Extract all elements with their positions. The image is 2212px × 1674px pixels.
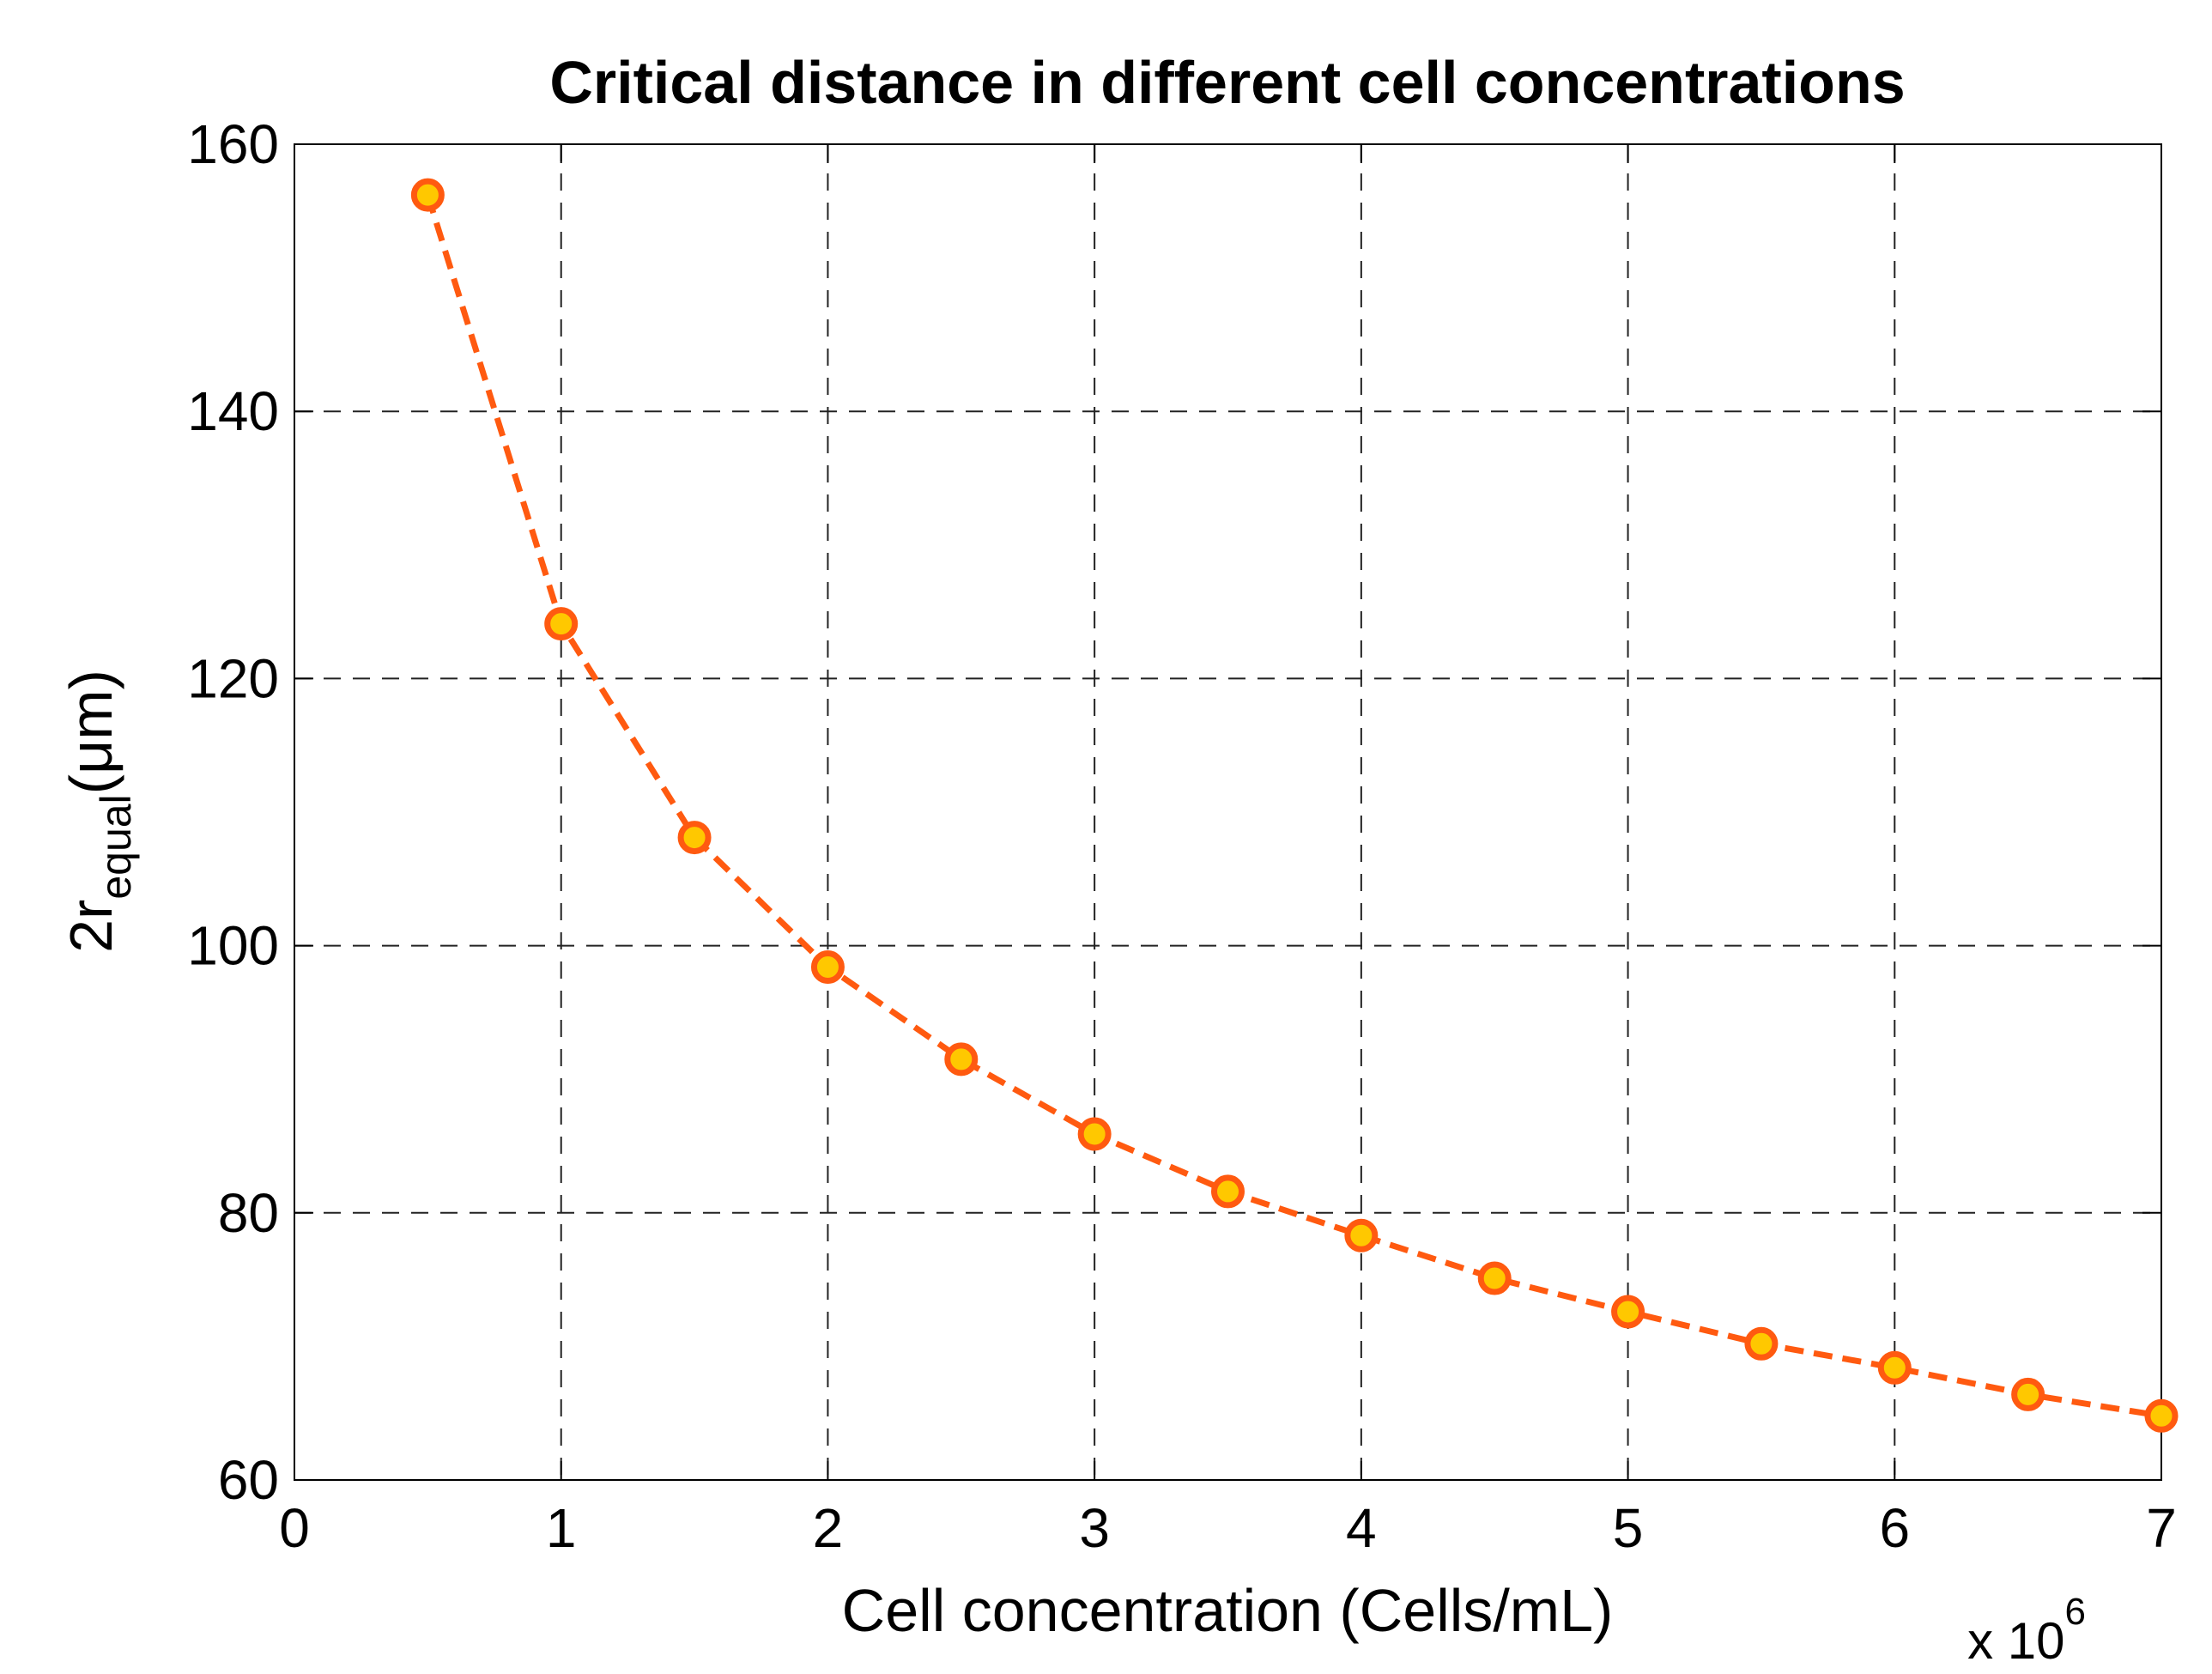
axes — [294, 143, 2162, 1481]
data-point — [1477, 1261, 1512, 1295]
x-tick-label: 6 — [1879, 1497, 1910, 1559]
data-point — [810, 949, 845, 984]
chart-title: Critical distance in different cell conc… — [549, 49, 1905, 116]
data-point — [1211, 1174, 1245, 1209]
data-point — [2011, 1377, 2045, 1411]
x-tick-label: 1 — [546, 1497, 577, 1559]
x-axis-multiplier-base: x 10 — [1967, 1612, 2064, 1670]
plot-area — [294, 144, 2161, 1480]
data-point — [1744, 1326, 1779, 1361]
data-point — [2144, 1398, 2179, 1433]
data-point — [1344, 1218, 1379, 1252]
y-axis-label-unit: (μm) — [58, 670, 124, 794]
data-point — [410, 178, 445, 212]
y-tick-label: 120 — [187, 647, 279, 709]
data-point — [1077, 1117, 1112, 1151]
series-line — [425, 194, 2162, 1419]
data-markers — [410, 178, 2179, 1433]
x-axis-label: Cell concentration (Cells/mL) — [842, 1577, 1614, 1644]
x-tick-label: 0 — [279, 1497, 310, 1559]
tick-labels: 0 1 2 3 4 5 6 7 60 80 100 120 140 160 — [187, 113, 2177, 1559]
y-axis-label-subscript: equal — [92, 794, 140, 899]
data-series — [425, 194, 2162, 1419]
data-point — [544, 607, 579, 641]
axes-box — [294, 143, 2162, 1481]
y-tick-label: 160 — [187, 113, 279, 175]
x-axis-multiplier-exponent: 6 — [2065, 1591, 2086, 1633]
x-tick-label: 4 — [1346, 1497, 1377, 1559]
y-axis-label: 2requal(μm) — [58, 670, 140, 953]
data-point — [1877, 1350, 1912, 1385]
y-tick-label: 80 — [218, 1182, 279, 1244]
x-tick-label: 7 — [2146, 1497, 2177, 1559]
data-point — [1611, 1295, 1645, 1329]
data-point — [944, 1042, 979, 1077]
x-tick-label: 5 — [1613, 1497, 1644, 1559]
grid — [294, 144, 2161, 1480]
y-axis-label-main: 2r — [58, 900, 124, 953]
y-tick-label: 60 — [218, 1449, 279, 1511]
data-point — [677, 821, 712, 855]
y-tick-label: 100 — [187, 915, 279, 977]
y-tick-label: 140 — [187, 380, 279, 442]
x-axis-multiplier: x 106 — [1967, 1591, 2086, 1670]
x-tick-label: 3 — [1079, 1497, 1110, 1559]
x-tick-label: 2 — [813, 1497, 844, 1559]
